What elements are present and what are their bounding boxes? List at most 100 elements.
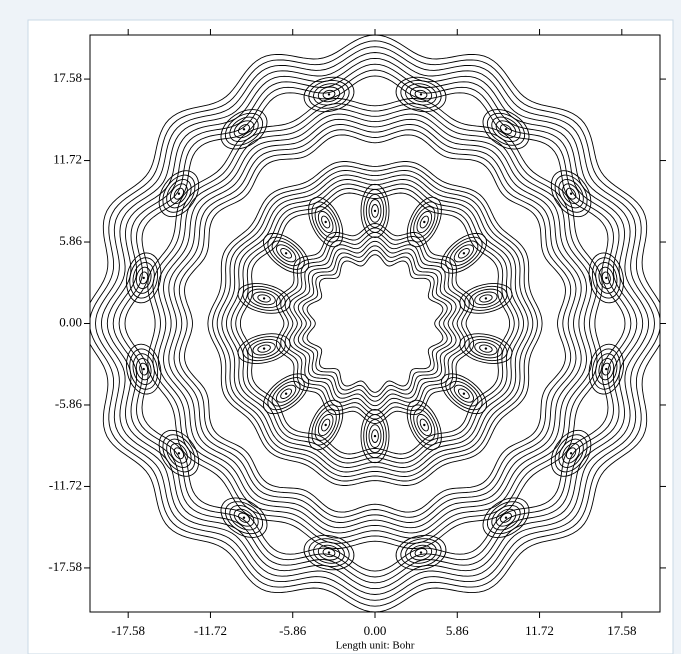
contour-center	[569, 452, 573, 455]
contour-line	[486, 112, 526, 146]
contour-line	[449, 240, 479, 267]
contour-line	[474, 291, 498, 306]
contour-line	[368, 424, 382, 448]
contour-line	[247, 288, 281, 309]
contour-line	[308, 399, 344, 451]
contour-line	[314, 206, 337, 238]
contour-line	[479, 344, 493, 353]
contour-line	[139, 362, 149, 376]
contour-center	[177, 452, 181, 455]
contour-line	[100, 52, 650, 595]
contour-line	[230, 183, 520, 464]
contour-center	[142, 367, 145, 371]
contour-line	[414, 89, 428, 99]
contour-line	[365, 419, 385, 454]
contour-line	[95, 46, 655, 601]
contour-line	[500, 124, 512, 135]
contour-line	[263, 232, 310, 274]
contour-line	[365, 193, 385, 228]
contour-line	[157, 108, 593, 539]
contour-line	[132, 262, 155, 294]
contour-line	[311, 404, 340, 446]
contour-line	[445, 236, 483, 270]
contour-center	[462, 252, 466, 255]
contour-line	[275, 384, 297, 403]
x-tick-label: 11.72	[525, 623, 554, 638]
contour-line	[238, 124, 250, 135]
contour-line	[135, 266, 152, 290]
contour-line	[371, 429, 379, 443]
contour-line	[229, 505, 259, 531]
contour-line	[238, 512, 250, 523]
contour-line	[464, 336, 508, 362]
contour-line	[284, 231, 466, 416]
y-tick-label: 0.00	[59, 314, 82, 329]
contour-line	[297, 245, 453, 402]
contour-line	[598, 266, 615, 290]
contour-center	[423, 220, 426, 224]
y-tick-label: 5.86	[59, 233, 82, 248]
contour-line	[414, 548, 428, 558]
contour-line	[562, 443, 581, 464]
contour-line	[550, 170, 592, 218]
contour-line	[413, 206, 436, 238]
contour-line	[458, 248, 470, 259]
contour-line	[303, 534, 355, 571]
contour-line	[321, 418, 331, 432]
contour-line	[406, 196, 442, 248]
contour-line	[252, 341, 276, 356]
contour-line	[220, 497, 268, 538]
contour-line	[550, 429, 592, 477]
contour-line	[453, 244, 475, 263]
contour-line	[221, 174, 529, 473]
contour-line	[233, 120, 255, 139]
contour-line	[311, 201, 340, 243]
contour-center	[423, 423, 426, 427]
contour-line	[239, 192, 511, 455]
contour-line	[554, 174, 588, 213]
contour-center	[324, 220, 327, 224]
contour-line	[169, 183, 188, 204]
x-tick-label: -5.86	[279, 623, 307, 638]
contour-line	[395, 76, 447, 113]
contour-line	[271, 240, 301, 267]
contour-line	[591, 348, 621, 390]
contour-line	[252, 291, 276, 306]
contour-line	[558, 179, 584, 209]
contour-line	[410, 201, 439, 243]
contour-line	[173, 187, 185, 200]
contour-line	[405, 541, 437, 564]
contour-line	[322, 89, 336, 99]
y-tick-label: 17.58	[53, 70, 82, 85]
contour-line	[409, 86, 433, 103]
contour-line	[162, 174, 196, 213]
contour-plot	[90, 35, 660, 612]
contour-line	[410, 404, 439, 446]
contour-center	[504, 516, 508, 519]
contour-line	[595, 353, 618, 385]
contour-line	[317, 210, 334, 234]
contour-line	[308, 196, 344, 248]
contour-line	[322, 548, 336, 558]
contour-line	[242, 336, 286, 362]
contour-line	[289, 236, 461, 411]
contour-center	[262, 297, 266, 300]
contour-line	[469, 338, 503, 359]
contour-line	[368, 199, 382, 223]
contour-line	[601, 362, 611, 376]
contour-line	[588, 252, 624, 304]
contour-line	[595, 262, 618, 294]
contour-line	[173, 124, 577, 523]
contour-line	[598, 357, 615, 381]
contour-center	[569, 192, 573, 195]
contour-line	[263, 373, 310, 415]
contour-line	[400, 80, 442, 109]
contour-line	[106, 57, 644, 590]
contour-line	[321, 215, 331, 229]
contour-line	[500, 512, 512, 523]
x-tick-label: -11.72	[194, 623, 227, 638]
contour-line	[166, 179, 192, 209]
contour-center	[324, 423, 327, 427]
